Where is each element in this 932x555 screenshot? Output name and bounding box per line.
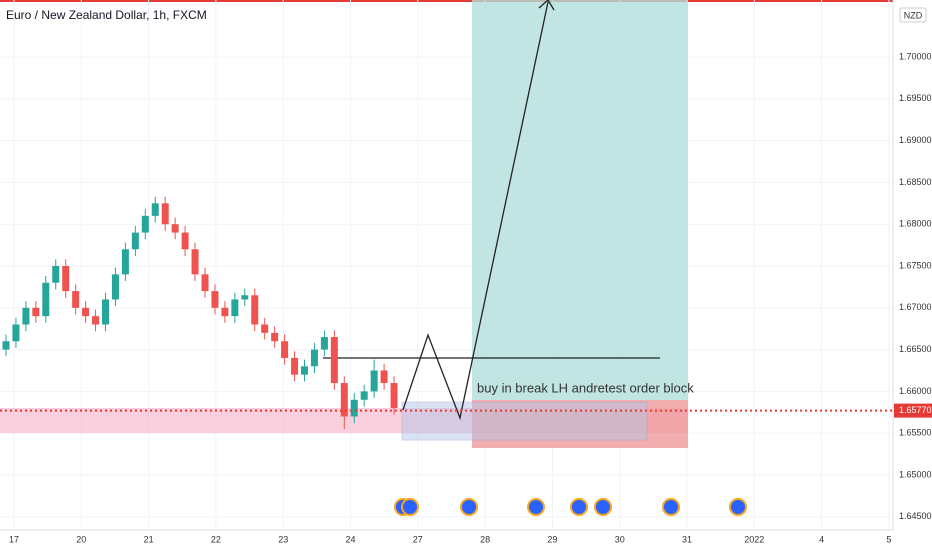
event-icon[interactable] [594, 498, 612, 516]
candle-body [131, 232, 139, 250]
x-tick-label: 20 [76, 534, 86, 544]
x-tick-label: 4 [819, 534, 824, 544]
candle-body [390, 383, 398, 409]
retest-box [401, 401, 648, 441]
candle-body [151, 203, 159, 216]
currency: NZD [904, 10, 923, 20]
arrow-head [538, 0, 555, 11]
candle-body [261, 324, 269, 333]
last-price-label: 1.65770 [899, 405, 932, 415]
event-icons [394, 498, 747, 516]
y-tick-label: 1.65500 [899, 428, 932, 438]
candle-body [221, 307, 229, 317]
candle-body [340, 383, 348, 417]
candle-body [360, 391, 368, 400]
price-axis [893, 0, 932, 550]
y-tick-label: 1.65000 [899, 469, 932, 479]
candle-body [251, 295, 259, 325]
candle-body [181, 232, 189, 250]
x-tick-label: 23 [278, 534, 288, 544]
candle-body [121, 249, 129, 275]
candle-body [211, 291, 219, 308]
event-icon[interactable] [570, 498, 588, 516]
candle-body [271, 332, 279, 342]
y-tick-label: 1.68500 [899, 177, 932, 187]
x-tick-label: 2022 [744, 534, 764, 544]
candle-body [191, 249, 199, 275]
x-tick-label: 22 [211, 534, 221, 544]
last-price-tag [894, 403, 932, 418]
candles [2, 196, 398, 430]
y-tick-label: 1.64500 [899, 511, 932, 521]
candle-body [111, 274, 119, 300]
event-icon[interactable] [460, 498, 478, 516]
candle-body [22, 307, 30, 325]
x-tick-label: 5 [886, 534, 891, 544]
candle-body [2, 341, 10, 350]
candle-body [161, 203, 169, 225]
target-zone [472, 0, 688, 400]
x-tick-label: 17 [9, 534, 19, 544]
candle-body [52, 266, 60, 283]
candle-body [141, 215, 149, 233]
x-tick-label: 27 [413, 534, 423, 544]
candle-body [281, 341, 289, 358]
path-arrow [402, 1, 549, 421]
y-tick-label: 1.67000 [899, 302, 932, 312]
currency-box[interactable] [899, 7, 927, 23]
annotation: buy in break LH andretest order block [477, 380, 694, 395]
candle-body [201, 274, 209, 292]
y-tick-label: 1.69000 [899, 135, 932, 145]
x-tick-label: 21 [144, 534, 154, 544]
event-icon[interactable] [729, 498, 747, 516]
candle-body [62, 266, 70, 292]
x-tick-label: 31 [682, 534, 692, 544]
candle-body [12, 324, 20, 342]
chart-title: Euro / New Zealand Dollar, 1h, FXCM [6, 8, 207, 22]
y-tick-label: 1.67500 [899, 260, 932, 270]
candle-body [330, 337, 338, 384]
candle-body [171, 224, 179, 233]
candle-body [92, 316, 100, 325]
event-icon[interactable] [527, 498, 545, 516]
y-tick-label: 1.70000 [899, 51, 932, 61]
event-icon[interactable] [401, 498, 419, 516]
y-tick-label: 1.69500 [899, 93, 932, 103]
x-tick-label: 24 [345, 534, 355, 544]
y-tick-label: 1.66000 [899, 386, 932, 396]
candle-body [32, 307, 40, 317]
y-tick-label: 1.68000 [899, 219, 932, 229]
candle-body [370, 370, 378, 392]
candle-body [310, 349, 318, 367]
candle-body [102, 299, 109, 325]
candle-body [231, 299, 239, 317]
event-icon[interactable] [662, 498, 680, 516]
candle-body [82, 307, 90, 317]
x-tick-label: 29 [547, 534, 557, 544]
x-tick-label: 30 [615, 534, 625, 544]
candle-body [380, 370, 388, 384]
y-tick-label: 1.66500 [899, 344, 932, 354]
candle-body [291, 357, 299, 375]
x-tick-label: 28 [480, 534, 490, 544]
candle-body [350, 399, 358, 417]
candle-body [42, 282, 50, 317]
candle-body [301, 366, 308, 375]
candle-body [241, 295, 249, 300]
candle-body [320, 337, 328, 350]
candle-body [72, 291, 80, 308]
